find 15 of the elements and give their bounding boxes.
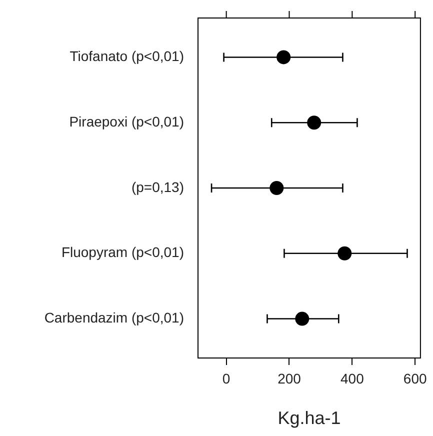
point <box>276 50 291 64</box>
x-tick-label: 0 <box>222 370 230 386</box>
point <box>307 116 322 130</box>
y-tick-label: Carbendazim (p<0,01) <box>44 310 184 326</box>
x-axis-title: Kg.ha-1 <box>278 408 341 428</box>
point <box>295 312 310 326</box>
y-tick-label: Piraepoxi (p<0,01) <box>69 113 184 130</box>
x-tick-label: 400 <box>340 370 364 386</box>
point <box>270 181 284 195</box>
x-tick-label: 600 <box>403 370 427 386</box>
point <box>338 246 352 260</box>
y-tick-label: Tiofanato (p<0,01) <box>70 48 184 64</box>
y-tick-label: (p=0,13) <box>131 178 184 195</box>
x-tick-label: 200 <box>278 370 302 386</box>
y-tick-label: Fluopyram (p<0,01) <box>61 244 184 260</box>
